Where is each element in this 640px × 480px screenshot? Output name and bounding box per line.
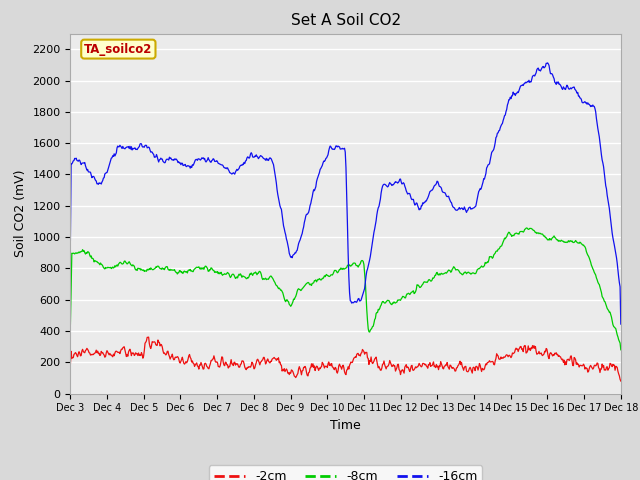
Title: Set A Soil CO2: Set A Soil CO2 bbox=[291, 13, 401, 28]
Y-axis label: Soil CO2 (mV): Soil CO2 (mV) bbox=[14, 170, 27, 257]
Text: TA_soilco2: TA_soilco2 bbox=[84, 43, 152, 56]
Legend: -2cm, -8cm, -16cm: -2cm, -8cm, -16cm bbox=[209, 465, 483, 480]
X-axis label: Time: Time bbox=[330, 419, 361, 432]
